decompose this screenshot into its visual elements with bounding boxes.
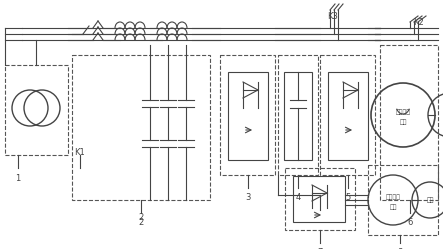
Bar (284, 72, 312, 160)
Bar (5, 65, 68, 155)
Bar (220, 55, 275, 175)
Bar (380, 45, 438, 200)
Text: K2: K2 (413, 18, 424, 27)
Text: 3: 3 (245, 193, 251, 202)
Bar (72, 55, 210, 200)
Text: 飞轮: 飞轮 (426, 197, 434, 203)
Bar (328, 72, 368, 160)
Text: K3: K3 (327, 12, 338, 21)
Text: 6: 6 (407, 218, 413, 227)
Bar (285, 168, 355, 230)
Text: K1: K1 (74, 148, 85, 157)
Bar (368, 165, 438, 235)
Text: 双馈感应: 双馈感应 (396, 109, 411, 115)
Bar (293, 176, 345, 222)
Text: 永磁同步: 永磁同步 (385, 194, 400, 200)
Text: 4: 4 (295, 193, 301, 202)
Text: 7: 7 (317, 248, 323, 249)
Bar (278, 55, 318, 175)
Bar (228, 72, 268, 160)
Text: 2: 2 (138, 218, 144, 227)
Text: 1: 1 (16, 174, 21, 183)
Text: 8: 8 (397, 248, 403, 249)
Bar (320, 55, 375, 175)
Text: 电机: 电机 (389, 204, 397, 210)
Text: 2: 2 (138, 213, 144, 222)
Text: 电机: 电机 (399, 119, 407, 125)
Text: 5: 5 (346, 193, 350, 202)
